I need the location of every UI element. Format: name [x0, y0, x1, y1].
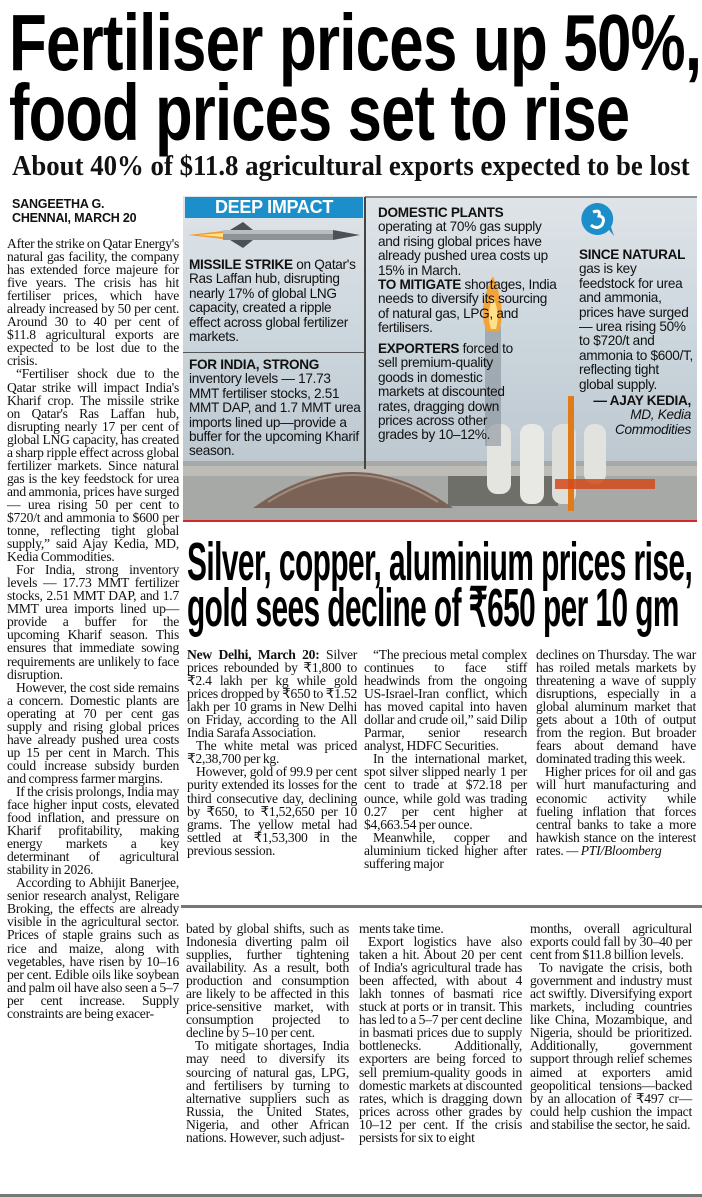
flame-core — [488, 296, 498, 329]
item-text: inventory levels — 17.73 MMT fertiliser … — [189, 371, 361, 459]
infographic-item-exporters: EXPORTERS forced to sell premium-quality… — [378, 341, 513, 443]
crane — [568, 396, 574, 511]
main-story-bottom-column-3: months, overall agricultural exports cou… — [530, 922, 692, 1131]
orange-structure — [555, 479, 655, 489]
paragraph: However, the cost side remains a concern… — [7, 679, 179, 786]
second-story-column-2: “The precious metal complex continues to… — [364, 648, 527, 870]
item-lead: TO MITIGATE — [378, 277, 462, 292]
item-text: operating at 70% gas supply and rising g… — [378, 219, 548, 278]
second-headline-line-2: gold sees decline of ₹650 per 10 gm — [187, 578, 679, 638]
paragraph: Higher prices for oil and gas will hurt … — [536, 764, 696, 858]
paragraph: The white metal was priced ₹2,38,700 per… — [187, 738, 357, 767]
byline: SANGEETHA G. CHENNAI, MARCH 20 — [12, 197, 182, 225]
attribution-name: — AJAY KEDIA, — [593, 393, 691, 408]
divider — [364, 197, 366, 469]
paragraph: ments take time. — [359, 921, 444, 936]
dome-tank — [253, 472, 453, 508]
deep-impact-infographic: DEEP IMPACT MISSILE STRIKE on Qatar's Ra… — [183, 196, 697, 522]
main-headline: Fertiliser prices up 50%, food prices se… — [9, 0, 702, 157]
paragraph: “The precious metal complex continues to… — [364, 647, 527, 754]
red-rule — [183, 520, 697, 522]
paragraph: To mitigate shortages, India may need to… — [186, 1038, 349, 1145]
item-lead: DOMESTIC PLANTS — [378, 205, 504, 220]
infographic-item-for-india: FOR INDIA, STRONG inventory levels — 17.… — [189, 357, 361, 459]
item-text: on Qatar's Ras Laffan hub, disrupting ne… — [189, 257, 356, 345]
byline-dateline: CHENNAI, MARCH 20 — [12, 211, 137, 225]
structures-band — [183, 466, 697, 476]
paragraph: According to Abhijit Banerjee, senior re… — [7, 875, 179, 1021]
paragraph: Export logistics have also taken a hit. … — [359, 934, 523, 1145]
main-story-bottom-column-1: bated by global shifts, such as Indonesi… — [186, 922, 349, 1144]
silo — [520, 424, 544, 504]
paragraph: bated by global shifts, such as Indonesi… — [186, 921, 349, 1041]
item-lead: MISSILE STRIKE — [189, 257, 293, 272]
quote-bubble-icon — [581, 202, 614, 236]
paragraph: “Fertiliser shock due to the Qatar strik… — [7, 366, 179, 565]
paragraph-text: Silver prices rebounded by ₹1,800 to ₹2.… — [187, 647, 357, 741]
paragraph: To navigate the crisis, both government … — [530, 960, 692, 1132]
quote-attribution: — AJAY KEDIA, MD, Kedia Commodities — [579, 393, 691, 437]
bottom-rule — [0, 1194, 702, 1197]
industrial-plant-photo — [183, 276, 697, 522]
item-text: shortages, India needs to diversify its … — [378, 277, 557, 336]
paragraph: declines on Thursday. The war has roiled… — [536, 647, 696, 767]
main-headline-line-1: Fertiliser prices up 50%, — [9, 0, 702, 87]
paragraph: After the strike on Qatar Energy's natur… — [7, 236, 180, 369]
deep-impact-label: DEEP IMPACT — [185, 197, 363, 218]
dome-ribs — [267, 474, 439, 503]
paragraph: New Delhi, March 20: Silver prices rebou… — [187, 647, 357, 741]
byline-author: SANGEETHA G. — [12, 197, 105, 211]
flare-stack — [485, 326, 501, 446]
main-headline-line-2: food prices set to rise — [9, 68, 630, 157]
infographic-item-domestic-plants: DOMESTIC PLANTS operating at 70% gas sup… — [378, 205, 558, 278]
paragraph: Meanwhile, copper and aluminium ticked h… — [364, 829, 527, 871]
second-headline-line-1: Silver, copper, aluminium prices rise, — [187, 532, 693, 592]
divider — [365, 196, 697, 198]
paragraph: months, overall agricultural exports cou… — [530, 921, 692, 963]
main-story-left-column: After the strike on Qatar Energy's natur… — [7, 237, 179, 1020]
item-lead: FOR INDIA, STRONG — [189, 357, 320, 372]
main-story-bottom-column-2: ments take time. Export logistics have a… — [359, 922, 522, 1144]
second-story-column-3: declines on Thursday. The war has roiled… — [536, 648, 696, 857]
item-text: forced to sell premium-quality goods in … — [378, 341, 513, 443]
paragraph: However, gold of 99.9 per cent purity ex… — [187, 764, 357, 858]
paragraph: In the international market, spot silver… — [364, 751, 527, 832]
second-story-column-1: New Delhi, March 20: Silver prices rebou… — [187, 648, 357, 857]
infographic-item-to-mitigate: TO MITIGATE shortages, India needs to di… — [378, 277, 558, 336]
infographic-item-missile-strike: MISSILE STRIKE on Qatar's Ras Laffan hub… — [189, 257, 361, 345]
paragraph-text: Higher prices for oil and gas will hurt … — [536, 764, 696, 858]
paragraph: If the crisis prolongs, India may face h… — [7, 783, 179, 878]
section-rule — [181, 905, 702, 908]
missile-icon — [188, 222, 360, 248]
paragraph: For India, strong inventory levels — 17.… — [7, 562, 179, 682]
story-credit: — PTI/Bloomberg — [566, 842, 662, 858]
infographic-item-since-natural: SINCE NATURAL gas is key feedstock for u… — [579, 247, 693, 392]
divider — [183, 352, 364, 353]
second-headline: Silver, copper, aluminium prices rise, g… — [187, 532, 702, 638]
item-lead: SINCE NATURAL — [579, 247, 686, 262]
subheadline: About 40% of $11.8 agricultural exports … — [12, 151, 690, 182]
item-lead: EXPORTERS — [378, 341, 460, 356]
item-text: gas is key feedstock for urea and ammoni… — [579, 261, 693, 392]
subheadline-wrap: About 40% of $11.8 agricultural exports … — [12, 152, 702, 182]
attribution-title: MD, Kedia Commodities — [614, 407, 691, 437]
silo — [584, 424, 606, 484]
story-dateline: New Delhi, March 20: — [187, 647, 320, 662]
